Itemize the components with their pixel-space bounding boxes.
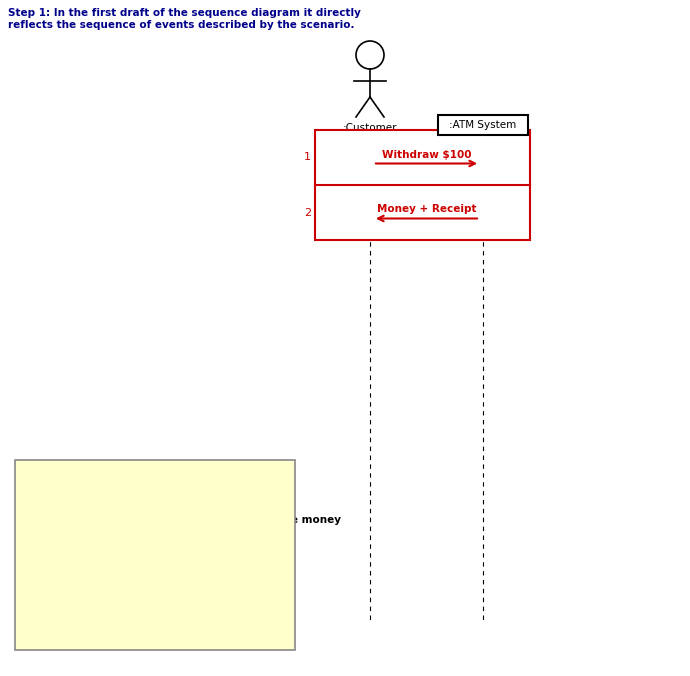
Text: 2.  The ATM system responds by providing the money: 2. The ATM system responds by providing … xyxy=(25,515,341,525)
Text: :Customer: :Customer xyxy=(343,123,397,133)
Text: and a receipt.: and a receipt. xyxy=(25,532,129,542)
Bar xyxy=(15,460,295,650)
Text: 1: 1 xyxy=(304,153,311,162)
Text: Money + Receipt: Money + Receipt xyxy=(377,205,476,214)
Text: Withdraw $100: Withdraw $100 xyxy=(382,149,471,160)
Text: :ATM System: :ATM System xyxy=(449,120,517,130)
Text: 2: 2 xyxy=(304,208,311,218)
Bar xyxy=(438,115,528,135)
Text: Scenario:  Successfully withdraw $100: Scenario: Successfully withdraw $100 xyxy=(25,470,266,480)
Text: 1.  The customer asks to withdraw $100.: 1. The customer asks to withdraw $100. xyxy=(25,498,265,508)
Text: Step 1: In the first draft of the sequence diagram it directly
reflects the sequ: Step 1: In the first draft of the sequen… xyxy=(8,8,361,30)
Bar xyxy=(315,130,530,240)
